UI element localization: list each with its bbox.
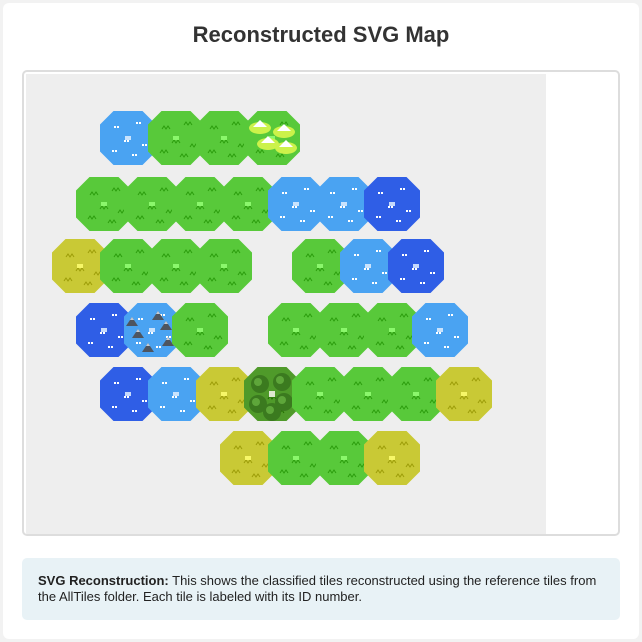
map-tile-grass xyxy=(316,303,372,357)
map-tile-sand xyxy=(52,239,108,293)
page-title: Reconstructed SVG Map xyxy=(192,22,450,47)
map-tile-grass xyxy=(172,177,228,231)
map-tile-grass xyxy=(340,367,396,421)
info-box: SVG Reconstruction: This shows the class… xyxy=(22,558,620,620)
map-tile-grass xyxy=(196,111,252,165)
tree-icon xyxy=(249,373,293,421)
hex-map xyxy=(52,111,492,485)
map-tile-sand xyxy=(436,367,492,421)
map-frame xyxy=(22,70,620,536)
map-tile-grass xyxy=(268,303,324,357)
map-tile-water-light xyxy=(100,111,156,165)
map-tile-grass xyxy=(268,431,324,485)
map-tile-grass xyxy=(100,239,156,293)
map-tile-grass xyxy=(196,239,252,293)
map-tile-grass xyxy=(76,177,132,231)
map-tile-water-deep xyxy=(364,177,420,231)
map-tile-grass xyxy=(148,111,204,165)
map-tile-grass xyxy=(292,239,348,293)
map-tile-water-light xyxy=(412,303,468,357)
info-label: SVG Reconstruction: xyxy=(38,573,169,588)
map-tile-grass xyxy=(388,367,444,421)
map-tile-sand xyxy=(364,431,420,485)
rock-icon xyxy=(126,311,174,352)
map-tile-grass xyxy=(364,303,420,357)
map-tile-sand xyxy=(220,431,276,485)
snowy-mountain-icon xyxy=(249,120,297,154)
map-canvas xyxy=(26,74,546,534)
map-tile-sand xyxy=(196,367,252,421)
map-tile-grass xyxy=(148,239,204,293)
map-tile-water-light xyxy=(340,239,396,293)
map-tile-grass xyxy=(316,431,372,485)
map-tile-grass xyxy=(124,177,180,231)
map-tile-water-light xyxy=(148,367,204,421)
map-tile-grass xyxy=(244,111,300,165)
map-tile-water-light xyxy=(268,177,324,231)
map-tile-grass xyxy=(292,367,348,421)
map-tile-water-deep xyxy=(76,303,132,357)
map-tile-water-deep xyxy=(100,367,156,421)
map-tile-water-deep xyxy=(388,239,444,293)
map-tile-grass xyxy=(172,303,228,357)
map-tile-water-light xyxy=(316,177,372,231)
map-tile-water-light xyxy=(124,303,180,357)
map-tile-grass xyxy=(220,177,276,231)
info-text: This shows the classified tiles reconstr… xyxy=(38,573,597,604)
map-tile-forest xyxy=(244,367,300,421)
